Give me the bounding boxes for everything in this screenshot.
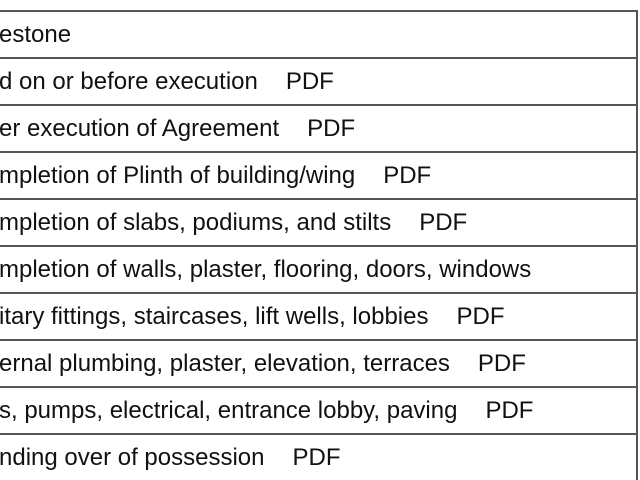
table-row: mpletion of slabs, podiums, and stilts PD…: [0, 200, 636, 247]
milestone-text: mpletion of slabs, podiums, and stilts: [0, 208, 392, 236]
pdf-link[interactable]: PDF: [307, 114, 356, 142]
pdf-link[interactable]: PDF: [477, 349, 526, 377]
table-row: itary fittings, staircases, lift wells, …: [0, 294, 636, 341]
pdf-link[interactable]: PDF: [485, 396, 534, 424]
pdf-link[interactable]: PDF: [419, 208, 468, 236]
table-row: er execution of Agreement PDF: [0, 106, 636, 153]
table-row: mpletion of walls, plaster, flooring, do…: [0, 247, 636, 294]
pdf-link[interactable]: PDF: [456, 302, 505, 330]
milestone-text: mpletion of Plinth of building/wing: [0, 161, 356, 189]
milestone-text: itary fittings, staircases, lift wells, …: [0, 302, 429, 330]
pdf-link[interactable]: PDF: [292, 443, 341, 471]
table-row: mpletion of Plinth of building/wing PDF: [0, 153, 636, 200]
header-title: estone: [0, 20, 72, 48]
milestone-text: d on or before execution: [0, 67, 258, 95]
milestone-text: er execution of Agreement: [0, 114, 280, 142]
table-row: nding over of possession PDF: [0, 435, 636, 480]
table-row: ernal plumbing, plaster, elevation, terr…: [0, 341, 636, 388]
pdf-link[interactable]: PDF: [285, 67, 334, 95]
header-row: estone: [0, 12, 636, 59]
milestone-text: ernal plumbing, plaster, elevation, terr…: [0, 349, 450, 377]
milestone-text: s, pumps, electrical, entrance lobby, pa…: [0, 396, 458, 424]
milestone-text: mpletion of walls, plaster, flooring, do…: [0, 255, 532, 283]
milestone-table: estone d on or before execution PDF er exe…: [0, 10, 638, 480]
milestone-text: nding over of possession: [0, 443, 265, 471]
pdf-link[interactable]: PDF: [383, 161, 432, 189]
table-row: s, pumps, electrical, entrance lobby, pa…: [0, 388, 636, 435]
table-row: d on or before execution PDF: [0, 59, 636, 106]
